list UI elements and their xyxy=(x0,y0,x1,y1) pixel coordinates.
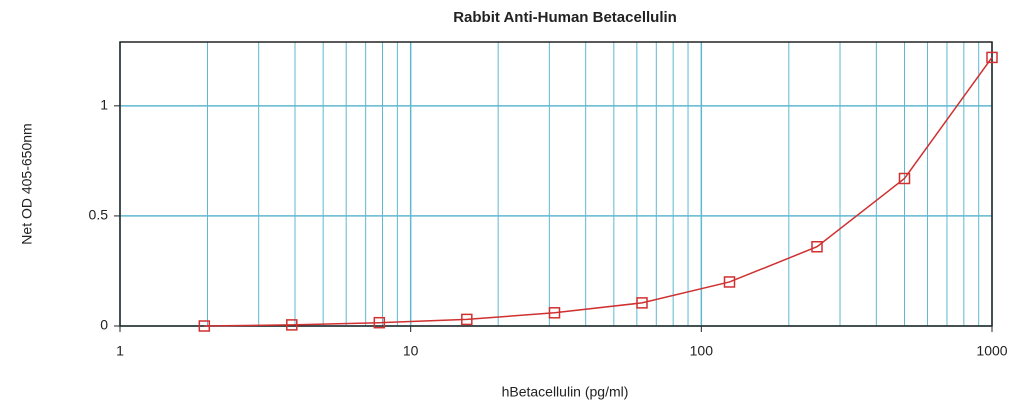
y-tick-label: 0 xyxy=(100,317,108,333)
point xyxy=(373,316,386,329)
point xyxy=(636,297,648,309)
x-axis-label: hBetacellulin (pg/ml) xyxy=(502,384,629,400)
chart-title: Rabbit Anti-Human Betacellulin xyxy=(453,9,677,26)
y-tick-label: 0.5 xyxy=(89,207,109,223)
x-tick-label: 100 xyxy=(690,343,714,359)
point xyxy=(548,307,561,319)
x-tick-label: 1000 xyxy=(976,343,1007,359)
point xyxy=(286,319,298,331)
point xyxy=(723,276,736,288)
point xyxy=(811,240,823,253)
point xyxy=(198,320,211,332)
plot-frame xyxy=(119,41,993,327)
point xyxy=(898,172,911,185)
x-tick-label: 10 xyxy=(403,343,419,359)
x-tick-label: 1 xyxy=(116,343,124,359)
y-tick-label: 1 xyxy=(100,97,108,113)
point xyxy=(986,51,998,64)
y-axis-label: Net OD 405-650nm xyxy=(19,123,35,244)
point xyxy=(461,313,473,326)
series-line xyxy=(204,56,993,327)
